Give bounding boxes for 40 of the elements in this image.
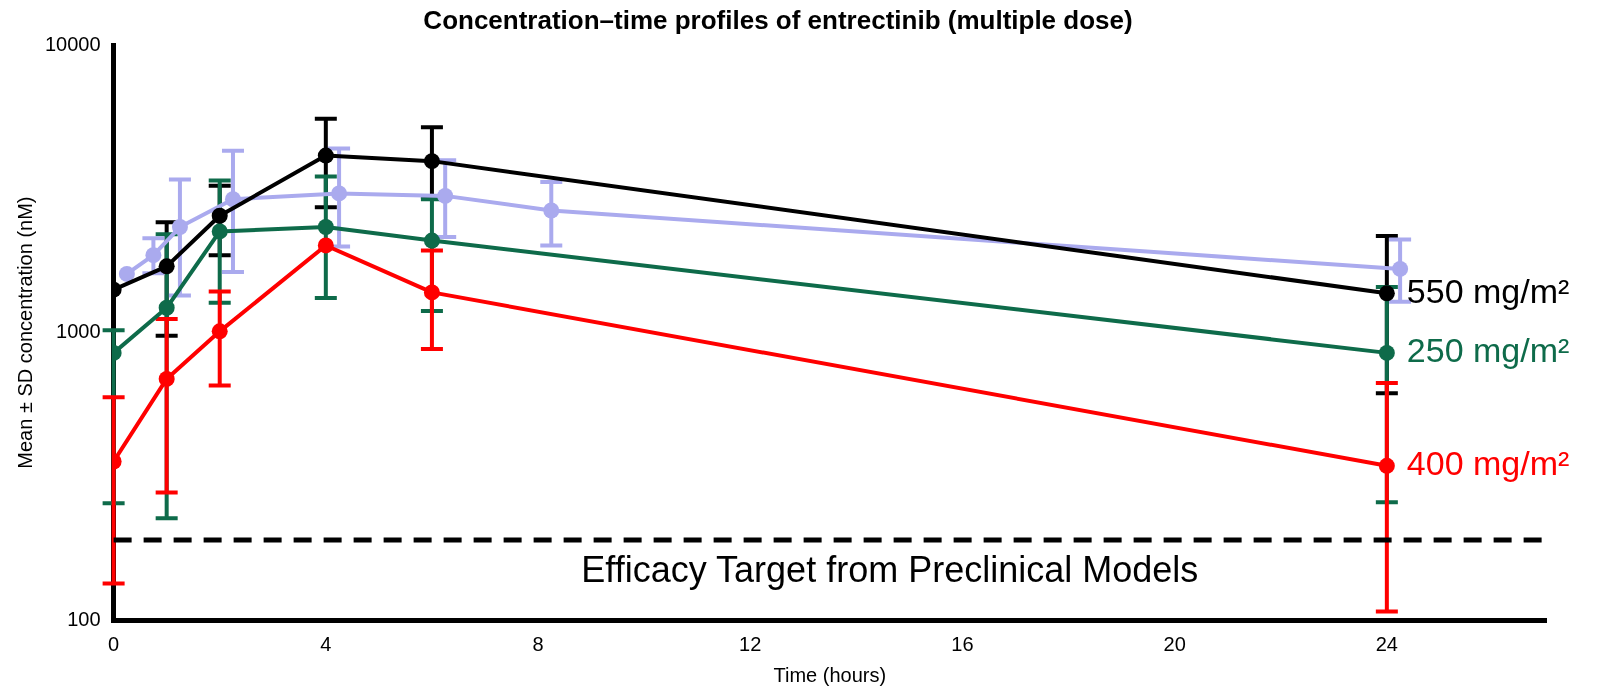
x-tick-label: 16 [951, 632, 974, 655]
point [543, 202, 560, 219]
point [171, 219, 188, 236]
y-tick-label: 100 [67, 607, 101, 630]
series-label: 250 mg/m² [1406, 331, 1570, 370]
ref-line-label: Efficacy Target from Preclinical Models [581, 548, 1199, 590]
y-tick-label: 10000 [44, 32, 101, 55]
point [1378, 344, 1395, 361]
x-tick-label: 24 [1375, 632, 1398, 655]
point [423, 232, 440, 249]
point [158, 370, 175, 387]
point [158, 258, 175, 275]
point [211, 207, 228, 224]
x-axis-title: Time (hours) [773, 663, 887, 686]
y-tick-label: 1000 [56, 320, 101, 343]
point [1378, 285, 1395, 302]
point [423, 153, 440, 170]
point [211, 323, 228, 340]
point [317, 219, 334, 236]
point [423, 284, 440, 301]
y-axis-title: Mean ± SD concentration (nM) [13, 196, 36, 469]
point [158, 299, 175, 316]
point [1378, 457, 1395, 474]
x-tick-label: 0 [108, 632, 120, 655]
point [437, 187, 454, 204]
point [317, 147, 334, 164]
point [317, 237, 334, 254]
x-tick-label: 20 [1163, 632, 1186, 655]
point [1392, 260, 1409, 277]
series-label: 400 mg/m² [1406, 444, 1570, 483]
point [224, 191, 241, 208]
chart-title: Concentration–time profiles of entrectinib (multiple dose) [423, 4, 1133, 35]
x-tick-label: 8 [532, 632, 544, 655]
point [145, 247, 162, 264]
point [331, 185, 348, 202]
point [211, 223, 228, 240]
series-label: 550 mg/m² [1406, 271, 1570, 310]
point [118, 265, 135, 282]
x-tick-label: 12 [739, 632, 762, 655]
x-tick-label: 4 [320, 632, 332, 655]
